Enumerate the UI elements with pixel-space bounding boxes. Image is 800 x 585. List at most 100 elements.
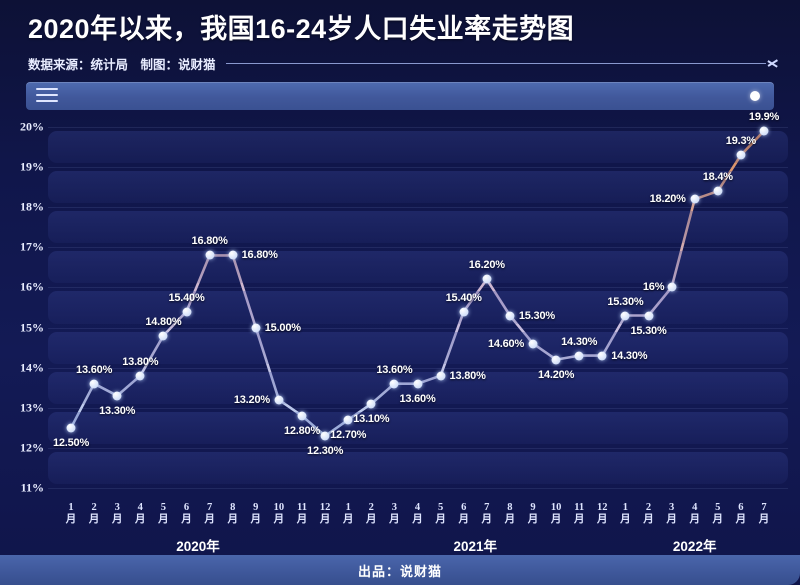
data-point-marker[interactable] [574, 351, 584, 361]
data-point-label: 14.30% [561, 335, 598, 348]
data-point-marker[interactable] [274, 395, 284, 405]
data-point-label: 12.80% [283, 424, 321, 437]
chart-header: 2020年以来，我国16-24岁人口失业率走势图 数据来源：统计局 制图：说财猫 [0, 0, 800, 78]
year-group-label: 2022年 [672, 539, 717, 554]
data-point-label: 12.70% [330, 428, 367, 441]
data-point-marker[interactable] [228, 250, 238, 260]
gridline [48, 327, 788, 329]
data-point-marker[interactable] [713, 186, 723, 196]
y-axis-tick-label: 16% [20, 279, 44, 294]
data-point-label: 15.30% [630, 324, 667, 337]
hamburger-icon[interactable] [36, 88, 58, 104]
data-point-marker[interactable] [759, 126, 769, 136]
gridline [48, 127, 788, 128]
data-point-marker[interactable] [482, 274, 492, 284]
y-axis-tick-label: 19% [20, 159, 44, 174]
data-point-label: 15.30% [518, 309, 555, 322]
data-point-marker[interactable] [597, 351, 607, 361]
data-point-label: 15.00% [264, 321, 301, 334]
data-point-marker[interactable] [736, 150, 746, 160]
gridline [48, 207, 788, 209]
data-point-marker[interactable] [389, 379, 399, 389]
data-point-marker[interactable] [89, 379, 99, 389]
data-point-label: 19.9% [748, 111, 780, 123]
data-point-marker[interactable] [620, 311, 630, 321]
footer-bar: 出品：说财猫 [0, 555, 800, 585]
data-point-marker[interactable] [459, 307, 469, 316]
data-point-marker[interactable] [690, 194, 700, 204]
data-point-marker[interactable] [320, 431, 330, 441]
data-point-marker[interactable] [205, 250, 215, 260]
data-point-marker[interactable] [366, 399, 376, 409]
data-point-label: 14.30% [611, 349, 648, 362]
y-axis-tick-label: 20% [20, 119, 44, 134]
data-point-marker[interactable] [667, 282, 677, 292]
data-point-marker[interactable] [158, 331, 168, 341]
y-axis-tick-label: 13% [20, 400, 44, 415]
gridline [48, 488, 788, 489]
data-point-marker[interactable] [297, 411, 307, 421]
grid-band [48, 411, 788, 444]
data-point-marker[interactable] [251, 323, 261, 333]
data-point-label: 13.30% [99, 404, 136, 417]
y-axis-tick-label: 12% [20, 440, 44, 455]
y-axis: 20% 19% 18% 17% 16% 15% 14% 13% 12% 11% [0, 110, 44, 495]
data-point-marker[interactable] [505, 311, 515, 321]
y-axis-tick-label: 17% [20, 239, 44, 254]
data-point-label: 13.60% [76, 363, 113, 376]
banner-bar[interactable] [26, 82, 774, 110]
data-point-marker[interactable] [343, 415, 353, 425]
data-point-label: 13.80% [449, 369, 486, 382]
data-point-label: 14.60% [487, 337, 525, 350]
data-point-label: 12.50% [52, 436, 90, 449]
data-point-label: 18.20% [649, 193, 686, 206]
data-point-label: 13.60% [376, 363, 413, 376]
data-point-label: 18.4% [702, 171, 733, 184]
source-row: 数据来源：统计局 制图：说财猫 [28, 52, 780, 74]
data-point-label: 16.20% [468, 259, 505, 272]
data-point-label: 16.80% [241, 249, 278, 262]
x-axis-tick-label: 12 月 [319, 502, 331, 525]
data-point-marker[interactable] [135, 371, 145, 381]
x-axis: 1 月 2 月 3 月 4 月 5 月 6 月 7 月 8 月 9 月 10 月 11 月 12 月 1 月 2 月 3 月 4 月 5 月 6 月 7… [48, 502, 788, 542]
grid-band [48, 251, 788, 284]
divider-line [225, 62, 766, 64]
data-point-marker[interactable] [528, 339, 538, 349]
plot-area: 12.50% 13.60% 13.30% 13.80% 14.80% 15.40% 16.8… [48, 110, 788, 495]
data-point-marker[interactable] [436, 371, 446, 381]
x-axis-tick-label: 11 月 [573, 502, 585, 525]
data-point-marker[interactable] [551, 355, 561, 365]
x-axis-tick-label: 10 月 [550, 502, 562, 525]
data-point-label: 15.40% [445, 291, 482, 304]
data-point-marker[interactable] [644, 311, 653, 321]
data-point-label: 13.20% [233, 393, 270, 406]
grid-band [48, 171, 788, 204]
data-point-marker[interactable] [112, 391, 122, 401]
data-point-label: 16.80% [191, 235, 228, 248]
data-point-marker[interactable] [66, 423, 76, 433]
data-point-marker[interactable] [182, 307, 191, 316]
footer-text: 出品：说财猫 [357, 563, 442, 579]
data-point-marker[interactable] [413, 379, 422, 389]
grid-band [48, 331, 788, 364]
gridline [48, 447, 788, 449]
data-point-label: 19.3% [725, 135, 756, 148]
